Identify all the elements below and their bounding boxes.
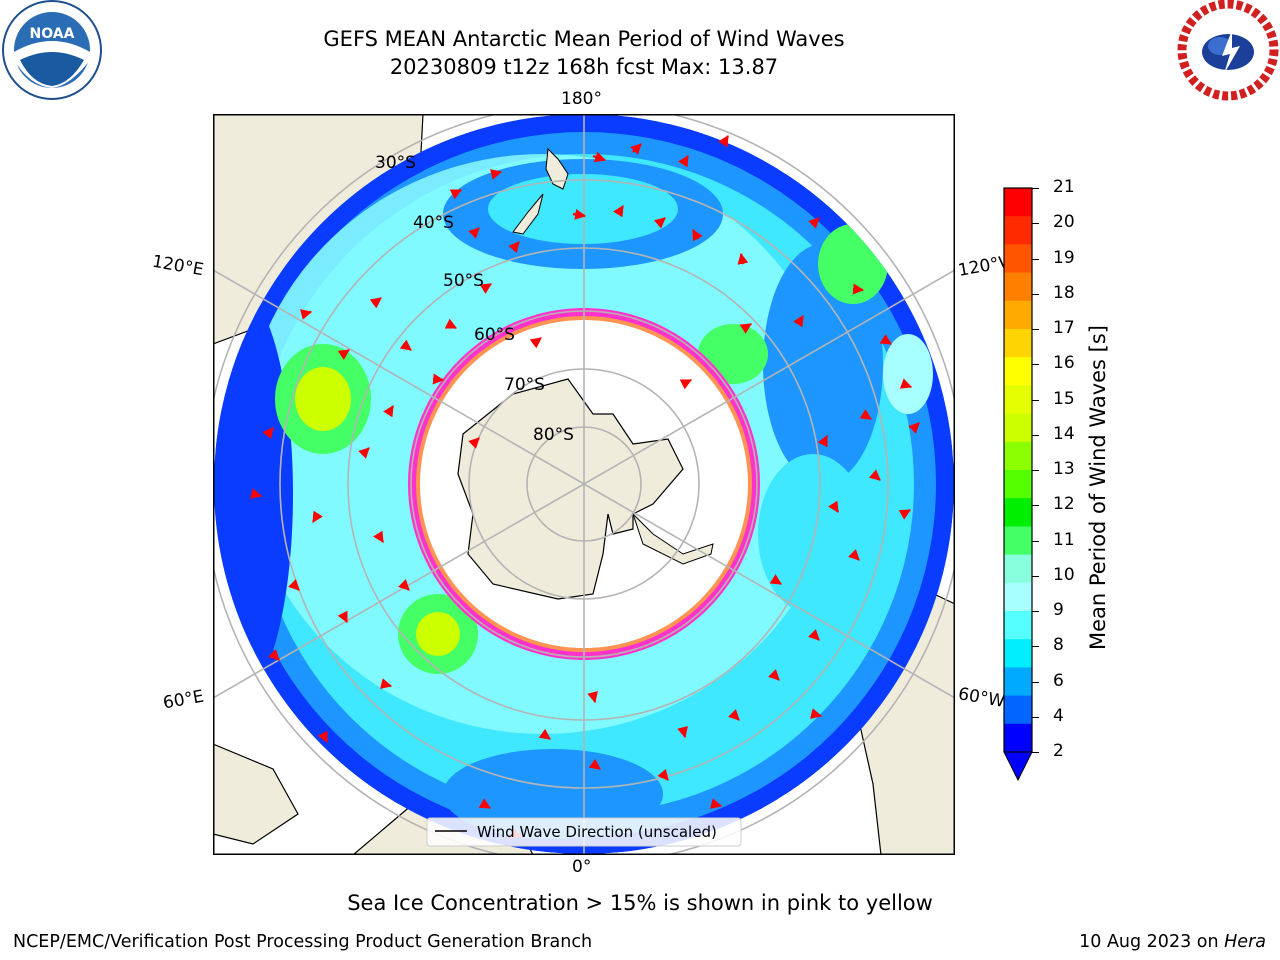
madagascar-land	[213, 743, 299, 845]
colorbar-tick-mark	[1032, 258, 1039, 260]
colorbar-tick-mark	[1032, 293, 1039, 295]
colorbar-tick-label: 6	[1053, 670, 1064, 691]
colorbar-tick-mark	[1032, 575, 1039, 577]
footer-producer: NCEP/EMC/Verification Post Processing Pr…	[13, 932, 593, 952]
colorbar-segment	[1004, 667, 1032, 697]
lon-label-60e: 60°E	[161, 686, 206, 714]
lon-label-60w: 60°W	[956, 684, 1007, 712]
colorbar-tick-mark	[1032, 364, 1039, 366]
colorbar-tick-mark	[1032, 716, 1039, 718]
lat-label-60s: 60°S	[474, 325, 515, 345]
colorbar-segment	[1004, 413, 1032, 443]
colorbar-segment	[1004, 329, 1032, 358]
colorbar-tick-mark	[1032, 223, 1039, 225]
colorbar-tick-mark	[1032, 188, 1039, 189]
footer-date: 10 Aug 2023 on Hera	[1079, 932, 1266, 952]
colorbar-tick-label: 13	[1053, 459, 1075, 479]
colorbar-tick-label: 10	[1053, 564, 1075, 585]
colorbar-segment	[1004, 272, 1032, 302]
colorbar-tick-mark	[1032, 540, 1039, 542]
colorbar-segment	[1004, 498, 1032, 527]
colorbar-tick-mark	[1032, 329, 1039, 330]
colorbar-tick-mark	[1032, 505, 1039, 507]
colorbar-tick-label: 17	[1053, 318, 1075, 338]
colorbar-segment	[1004, 695, 1032, 725]
new-zealand-north	[545, 147, 569, 190]
colorbar-tick-label: 16	[1053, 353, 1075, 374]
colorbar-segment	[1004, 385, 1032, 415]
nws-logo	[1177, 0, 1279, 101]
footer-machine: Hera	[1224, 932, 1266, 952]
colorbar-tick-label: 14	[1053, 423, 1075, 444]
colorbar-segment	[1004, 244, 1032, 274]
chart-title: GEFS MEAN Antarctic Mean Period of Wind …	[323, 27, 845, 51]
graticule	[213, 114, 955, 855]
colorbar-tick-mark	[1032, 646, 1039, 648]
colorbar-tick-label: 11	[1053, 529, 1075, 550]
colorbar-tick-mark	[1032, 470, 1039, 471]
colorbar-extend-triangle	[1003, 751, 1033, 782]
colorbar-tick-mark	[1032, 752, 1039, 753]
colorbar-tick-label: 2	[1053, 741, 1064, 761]
antarctica-land	[457, 378, 684, 600]
colorbar-segment	[1004, 216, 1032, 245]
chart-subtitle: 20230809 t12z 168h fcst Max: 13.87	[389, 55, 779, 79]
colorbar-segment	[1004, 582, 1032, 612]
noaa-logo: NOAA	[2, 0, 102, 100]
lat-label-70s: 70°S	[504, 375, 545, 395]
map-panel: Wind Wave Direction (unscaled)	[213, 114, 955, 855]
colorbar-segment	[1004, 357, 1032, 386]
colorbar-tick-label: 18	[1053, 282, 1075, 303]
map-legend	[426, 817, 742, 847]
legend-label: Wind Wave Direction (unscaled)	[477, 823, 717, 841]
colorbar-segment	[1004, 300, 1032, 330]
colorbar-tick-label: 19	[1053, 247, 1075, 268]
footer-date-text: 10 Aug 2023 on	[1079, 932, 1225, 952]
lat-label-30s: 30°S	[375, 153, 416, 173]
colorbar-label: Mean Period of Wind Waves [s]	[1086, 325, 1110, 650]
lat-label-80s: 80°S	[533, 425, 574, 445]
colorbar-tick-label: 4	[1053, 705, 1064, 726]
new-zealand-south	[512, 193, 544, 235]
lat-label-50s: 50°S	[443, 271, 484, 291]
colorbar-segment	[1004, 639, 1032, 668]
colorbar-tick-label: 21	[1053, 177, 1075, 197]
colorbar-tick-mark	[1032, 681, 1039, 683]
colorbar	[1003, 187, 1033, 782]
colorbar-tick-label: 9	[1053, 600, 1064, 620]
colorbar-segment	[1004, 441, 1032, 471]
map-frame	[213, 114, 955, 855]
lon-label-120e: 120°E	[150, 251, 206, 281]
lon-label-0: 0°	[572, 857, 592, 877]
lon-label-180: 180°	[561, 89, 602, 109]
colorbar-segment	[1004, 188, 1032, 217]
colorbar-segment	[1004, 470, 1032, 499]
colorbar-segment	[1004, 611, 1032, 640]
colorbar-tick-label: 15	[1053, 388, 1075, 409]
lat-label-40s: 40°S	[413, 213, 454, 233]
noaa-logo-text: NOAA	[30, 26, 75, 42]
colorbar-tick-label: 12	[1053, 494, 1075, 515]
colorbar-tick-mark	[1032, 434, 1039, 436]
colorbar-tick-mark	[1032, 611, 1039, 612]
antarctic-peninsula	[632, 513, 714, 565]
sea-ice-caption: Sea Ice Concentration > 15% is shown in …	[347, 891, 933, 915]
colorbar-segment	[1004, 723, 1032, 753]
colorbar-tick-label: 20	[1053, 212, 1075, 233]
colorbar-tick-label: 8	[1053, 635, 1064, 656]
colorbar-tick-mark	[1032, 399, 1039, 401]
colorbar-segment	[1004, 554, 1032, 584]
wave-hotspot-northeast	[818, 224, 888, 304]
colorbar-segment	[1004, 526, 1032, 556]
